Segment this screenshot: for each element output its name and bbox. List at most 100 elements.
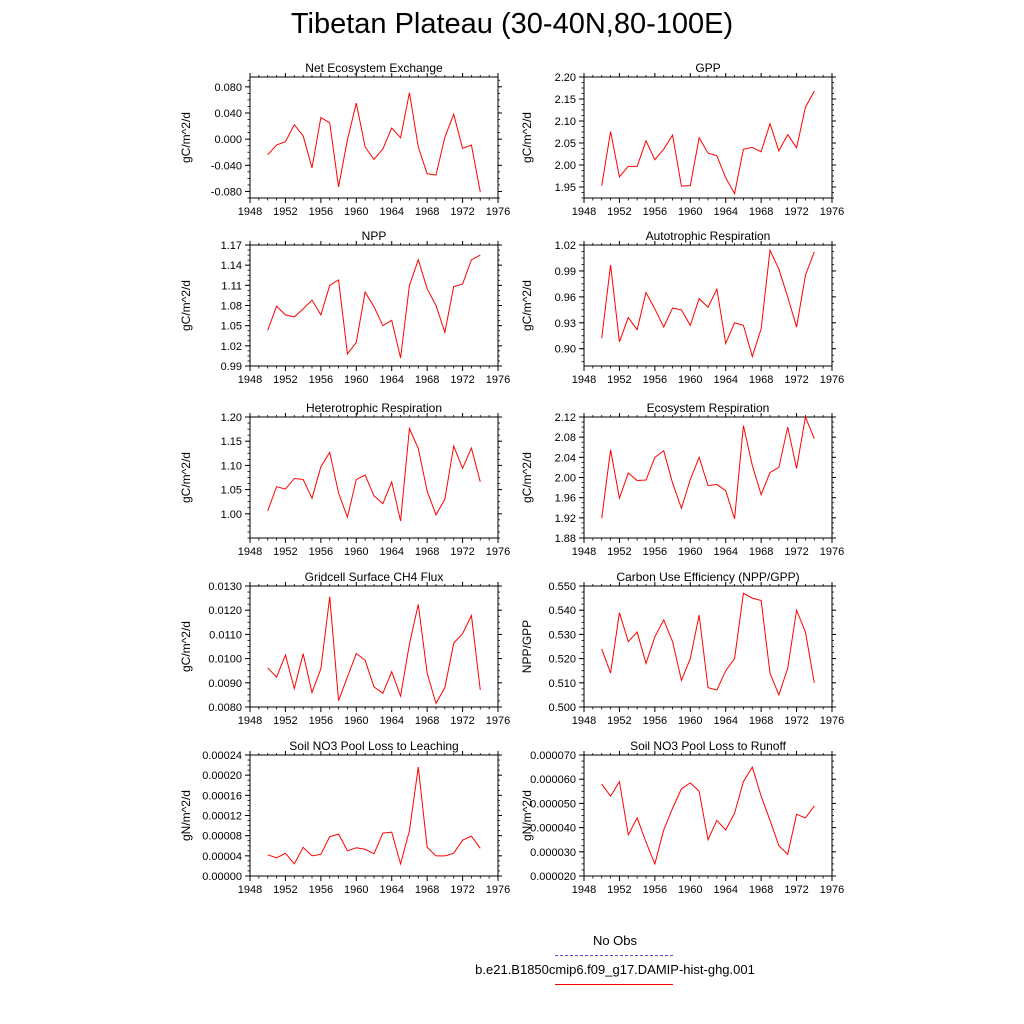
chart9-panel: Soil NO3 Pool Loss to Leaching 1948 1952 19… [179,739,510,896]
chart2-xtick-label: 1968 [749,206,773,218]
chart4-frame [583,244,833,367]
chart9-ytick-label: 0.00000 [202,871,242,883]
chart5-xtick-label: 1956 [309,546,333,558]
chart1-ytick-label: -0.040 [211,160,242,172]
chart3-xtick-label: 1972 [450,374,474,386]
chart3-ytick-label: 1.05 [221,321,242,333]
chart10-ytick-label: 0.000060 [530,774,576,786]
chart10-title: Soil NO3 Pool Loss to Runoff [630,739,787,753]
chart3-series-line [267,254,481,359]
chart8-ytick-label: 0.500 [548,702,576,714]
chart1-xtick-label: 1960 [344,206,368,218]
chart7-ytick-label: 0.0120 [208,605,242,617]
chart7-series-line [267,596,481,705]
chart6-xtick-label: 1976 [820,546,844,558]
chart6-ytick-label: 2.12 [555,412,576,424]
chart2-panel: GPP 1948 1952 1956 1960 1964 1968 1972 1976 1.95 2… [520,61,844,218]
chart2-ytick-label: 2.15 [555,94,576,106]
chart5-xtick-label: 1968 [415,546,439,558]
chart4-xtick-label: 1956 [643,374,667,386]
chart5-xtick-label: 1972 [450,546,474,558]
chart8-ytick-label: 0.520 [548,654,576,666]
chart6-frame [583,416,833,539]
chart3-xtick-label: 1976 [486,374,510,386]
chart6-xtick-label: 1960 [678,546,702,558]
chart6-ytick-label: 1.96 [555,493,576,505]
chart8-xtick-label: 1976 [820,715,844,727]
chart8-xtick-label: 1968 [749,715,773,727]
chart5-panel: Heterotrophic Respiration 1948 1952 1956 196… [179,401,510,558]
chart9-series-line [267,767,481,866]
chart1-xtick-label: 1968 [415,206,439,218]
chart3-xtick-label: 1960 [344,374,368,386]
chart1-xtick-label: 1972 [450,206,474,218]
chart8-xtick-label: 1972 [784,715,808,727]
chart9-ytick-label: 0.00024 [202,750,242,762]
chart10-xtick-label: 1956 [643,884,667,896]
chart3-panel: NPP 1948 1952 1956 1960 1964 1968 1972 1976 0.99 1… [179,229,510,386]
chart7-ytick-label: 0.0130 [208,581,242,593]
chart8-series-line [601,592,815,697]
chart8-ytick-label: 0.510 [548,678,576,690]
legend-line-model [555,984,673,985]
chart5-series-line [267,426,481,522]
page-title: Tibetan Plateau (30-40N,80-100E) [290,8,734,40]
chart3-ytick-label: 1.11 [221,280,242,292]
chart8-xtick-label: 1956 [643,715,667,727]
chart3-ytick-label: 1.08 [221,301,242,313]
chart10-ytick-label: 0.000070 [530,750,576,762]
chart3-xtick-label: 1948 [238,374,262,386]
chart5-xtick-label: 1952 [273,546,297,558]
chart7-xtick-label: 1948 [238,715,262,727]
chart1-series-line [267,92,481,193]
chart5-frame [249,416,499,539]
chart8-xtick-label: 1964 [713,715,737,727]
chart5-xtick-label: 1976 [486,546,510,558]
chart8-ytick-label: 0.540 [548,605,576,617]
chart2-xtick-label: 1952 [607,206,631,218]
chart9-ylabel: gN/m^2/d [179,790,193,841]
chart3-ytick-label: 1.17 [221,240,242,252]
chart1-ytick-label: -0.080 [211,186,242,198]
chart9-ytick-label: 0.00004 [202,851,242,863]
chart6-xtick-label: 1972 [784,546,808,558]
chart9-xtick-label: 1956 [309,884,333,896]
chart2-frame [583,76,833,199]
chart6-series-line [601,415,815,519]
chart9-xtick-label: 1948 [238,884,262,896]
chart6-ylabel: gC/m^2/d [520,452,534,503]
legend-label-model: b.e21.B1850cmip6.f09_g17.DAMIP-hist-ghg.… [475,962,755,977]
chart3-xtick-label: 1968 [415,374,439,386]
chart4-xtick-label: 1964 [713,374,737,386]
chart7-xtick-label: 1960 [344,715,368,727]
chart9-ytick-label: 0.00012 [202,811,242,823]
chart7-frame [249,585,499,708]
chart1-xtick-label: 1948 [238,206,262,218]
chart5-title: Heterotrophic Respiration [306,401,442,415]
chart3-ytick-label: 1.14 [221,260,242,272]
chart4-xtick-label: 1968 [749,374,773,386]
chart7-xtick-label: 1956 [309,715,333,727]
chart4-ylabel: gC/m^2/d [520,280,534,331]
chart2-xtick-label: 1964 [713,206,737,218]
chart6-title: Ecosystem Respiration [647,401,770,415]
chart4-xtick-label: 1972 [784,374,808,386]
chart2-ytick-label: 2.10 [555,116,576,128]
chart8-xtick-label: 1960 [678,715,702,727]
chart8-title: Carbon Use Efficiency (NPP/GPP) [616,570,799,584]
legend-line-no-obs [555,955,673,956]
chart9-xtick-label: 1960 [344,884,368,896]
chart10-ytick-label: 0.000030 [530,847,576,859]
chart5-ylabel: gC/m^2/d [179,452,193,503]
chart10-series-line [601,765,815,866]
chart7-title: Gridcell Surface CH4 Flux [305,570,444,584]
chart9-ytick-label: 0.00020 [202,770,242,782]
chart2-xtick-label: 1972 [784,206,808,218]
chart4-ytick-label: 0.93 [555,318,576,330]
chart10-xtick-label: 1952 [607,884,631,896]
chart8-xtick-label: 1948 [572,715,596,727]
chart8-xtick-label: 1952 [607,715,631,727]
chart1-xtick-label: 1956 [309,206,333,218]
chart2-ytick-label: 2.20 [555,72,576,84]
